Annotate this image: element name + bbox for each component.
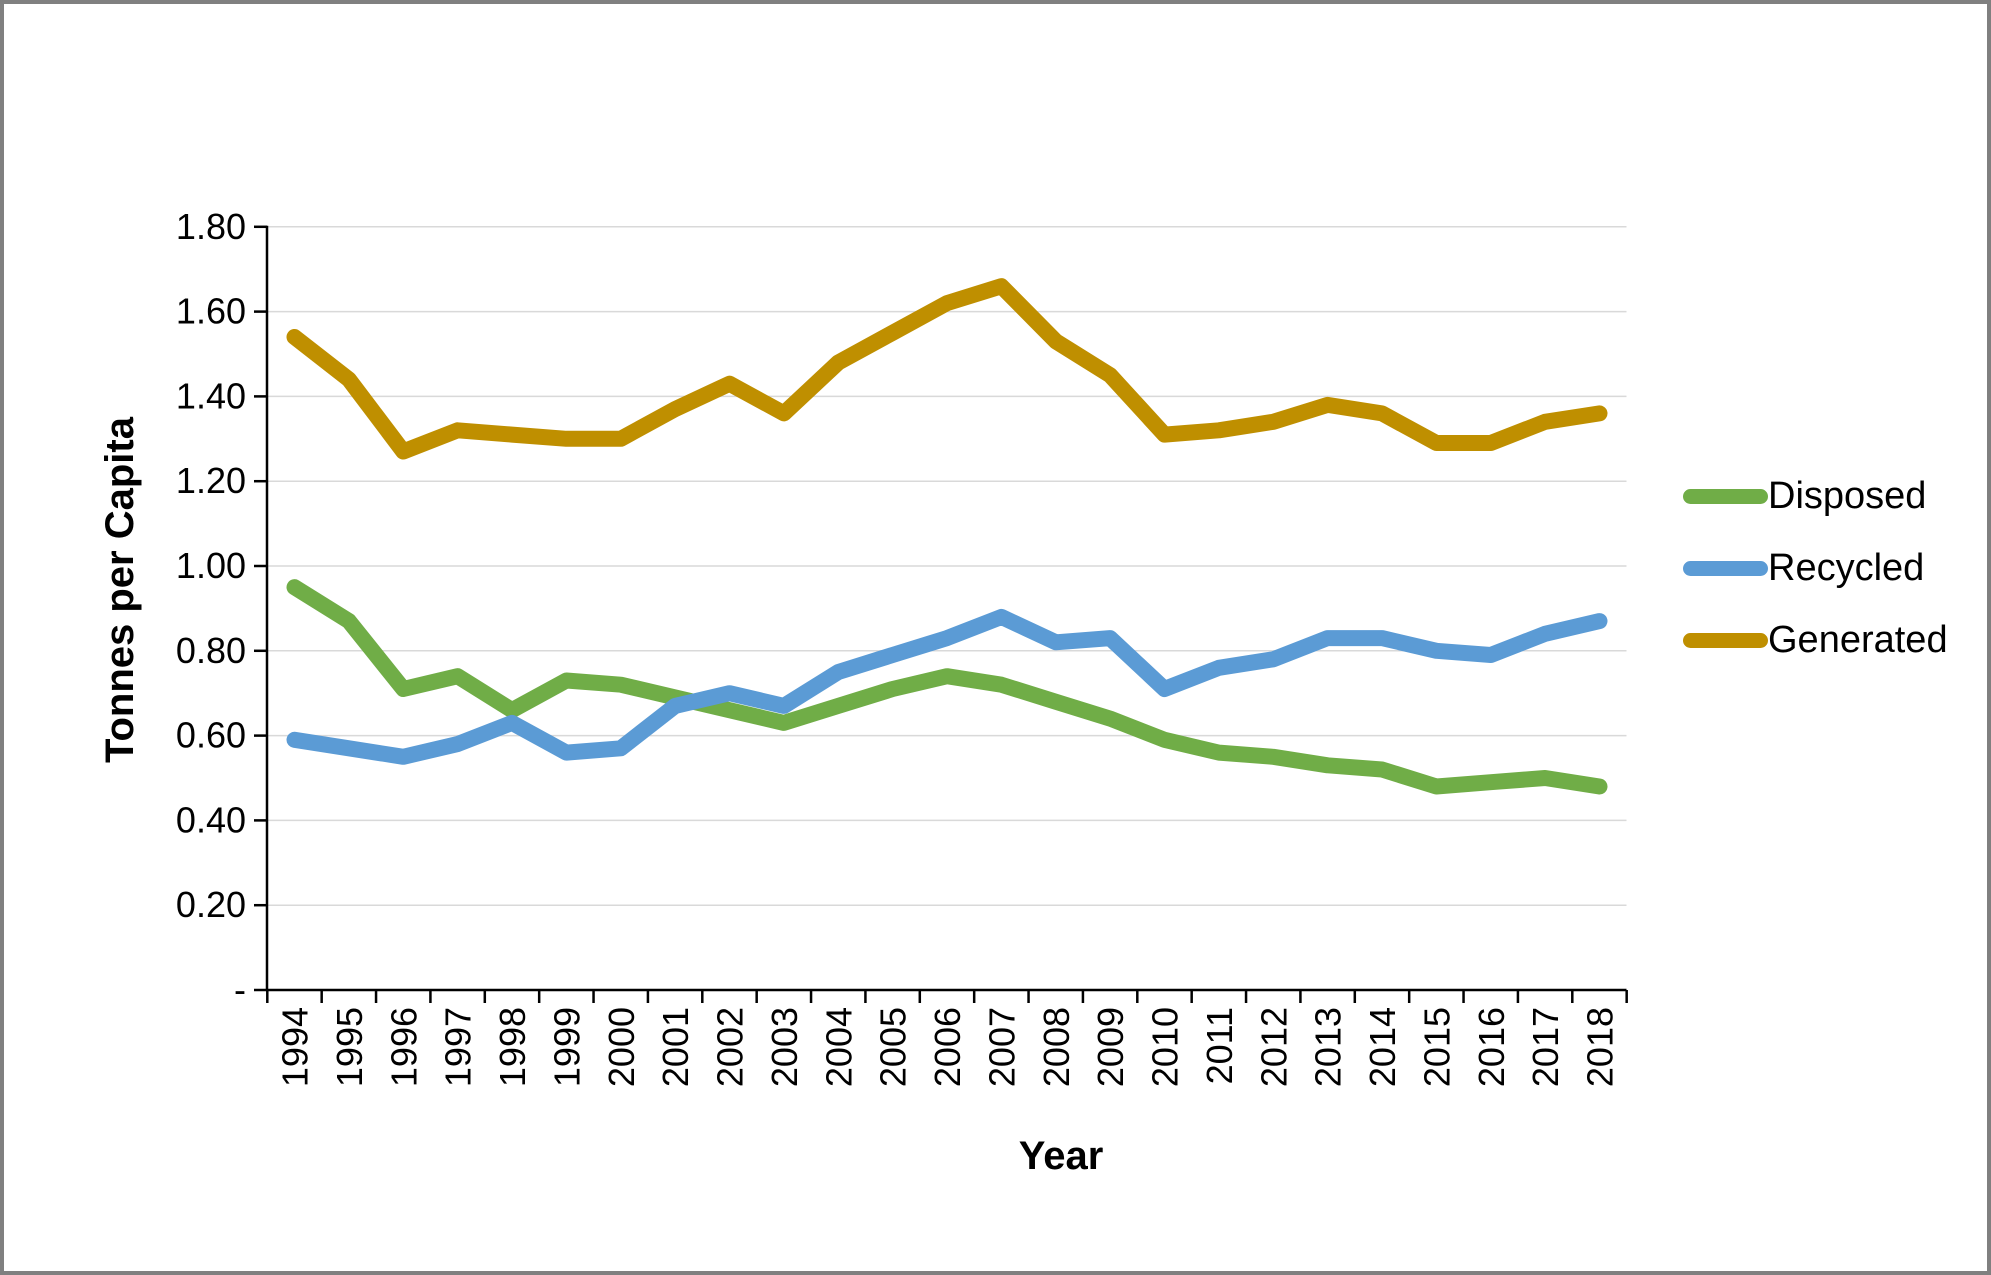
legend-label-recycled: Recycled [1768,547,1925,589]
y-tick-label: 1.00 [176,545,246,586]
x-tick-label: 2000 [601,1007,642,1087]
series-line-generated [286,278,1608,460]
series-line-disposed [286,579,1608,795]
series-line-recycled [286,608,1608,765]
y-tick-label: 0.60 [176,715,246,756]
x-tick-label: 2001 [655,1007,696,1087]
x-tick-label: 2009 [1090,1007,1131,1087]
y-tick-label: 0.80 [176,630,246,671]
x-tick-label: 2008 [1036,1007,1077,1087]
y-tick-label: 1.60 [176,291,246,332]
y-tick-label: 1.20 [176,460,246,501]
plot-area: - 0.20 0.40 0.60 0.80 1.00 1.20 1.40 1.60 1.80 199… [176,206,1628,1087]
legend-item-generated: Generated [1683,618,1948,663]
x-tick-label: 2012 [1253,1007,1294,1087]
y-tick-label: 0.20 [176,884,246,925]
x-tick-label: 1994 [275,1007,316,1087]
y-axis-title: Tonnes per Capita [98,417,142,763]
y-tick-label: 0.40 [176,799,246,840]
x-tick-label: 2016 [1471,1007,1512,1087]
generated-line-swatch [1683,633,1768,648]
x-tick-label: 2004 [818,1007,859,1087]
legend-label-disposed: Disposed [1768,475,1927,517]
x-tick-label: 1995 [329,1007,370,1087]
x-tick-label: 2014 [1362,1007,1403,1087]
x-tick-label: 1997 [438,1007,479,1087]
y-tick-label: 1.40 [176,375,246,416]
y-tick-label: 1.80 [176,206,246,247]
legend-item-recycled: Recycled [1683,546,1948,591]
x-tick-label: 2010 [1145,1007,1186,1087]
x-tick-label: 1998 [492,1007,533,1087]
x-tick-label: 1996 [383,1007,424,1087]
x-tick-label: 2013 [1308,1007,1349,1087]
legend-item-disposed: Disposed [1683,474,1948,519]
x-tick-label: 2003 [764,1007,805,1087]
x-tick-label: 2006 [927,1007,968,1087]
x-tick-label: 1999 [546,1007,587,1087]
x-axis-title: Year [1018,1134,1104,1178]
x-tick-label: 2015 [1416,1007,1457,1087]
legend-label-generated: Generated [1768,619,1948,661]
disposed-line-swatch [1683,489,1768,504]
x-tick-label: 2018 [1580,1007,1621,1087]
x-tick-label: 2005 [873,1007,914,1087]
y-tick-label: - [234,969,246,1010]
x-tick-label: 2017 [1525,1007,1566,1087]
x-tick-label: 2007 [981,1007,1022,1087]
x-tick-label: 2011 [1199,1007,1240,1084]
legend: Disposed Recycled Generated [1683,474,1948,663]
recycled-line-swatch [1683,561,1768,576]
x-tick-label: 2002 [710,1007,751,1087]
